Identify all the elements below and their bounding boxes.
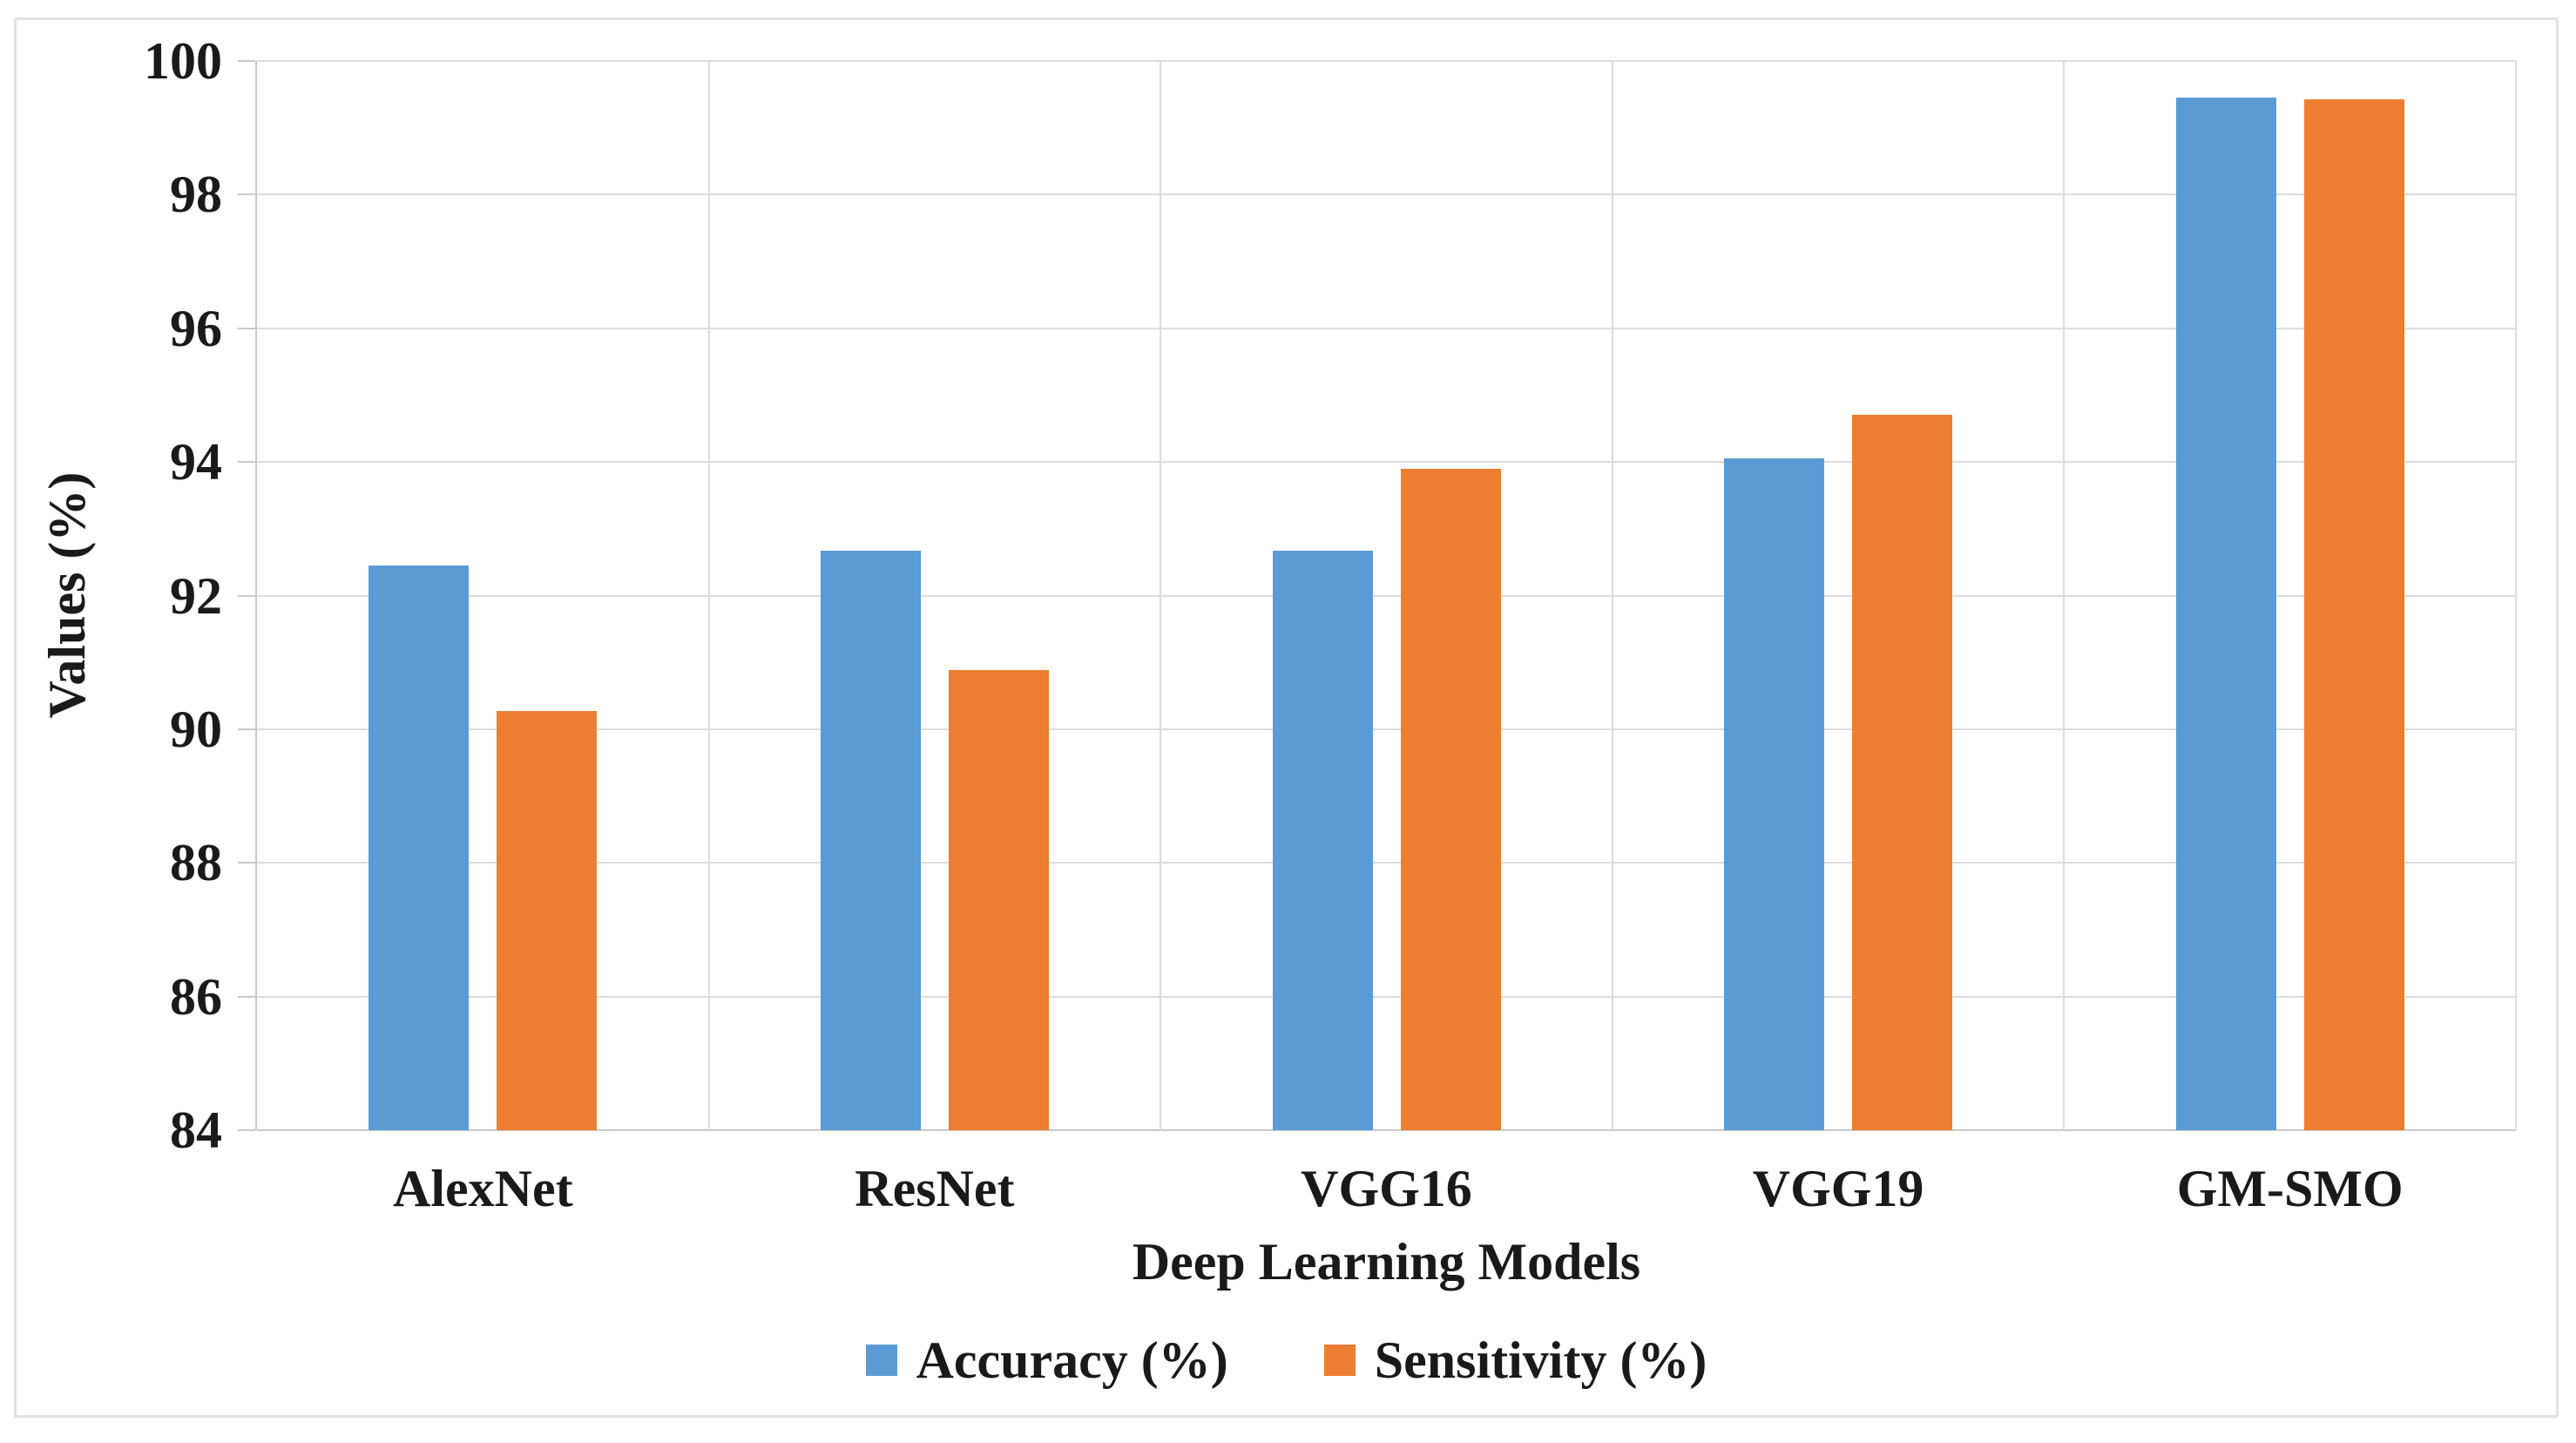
gridline-horizontal <box>257 862 2516 864</box>
y-axis-tick <box>238 728 255 730</box>
y-tick-label: 92 <box>170 566 222 625</box>
x-category-label: GM-SMO <box>2176 1160 2404 1217</box>
y-axis-tick <box>238 60 255 62</box>
legend-item: Sensitivity (%) <box>1323 1329 1707 1392</box>
x-category-label: AlexNet <box>393 1160 573 1217</box>
y-axis-tick <box>238 327 255 329</box>
bar-accuracy-gm-smo <box>2175 98 2276 1130</box>
gridline-horizontal <box>257 594 2516 597</box>
plot-area: 84 86 88 90 92 94 96 98 100 <box>144 35 2517 1156</box>
y-axis-tick <box>238 193 255 196</box>
gridline-vertical <box>707 61 710 1130</box>
gridline-vertical <box>2063 61 2066 1130</box>
gridline-horizontal <box>257 995 2516 998</box>
y-axis-tick <box>238 862 255 864</box>
figure-border: Values (%) 84 86 88 90 92 94 96 98 100 AlexNet Re… <box>14 17 2559 1418</box>
y-axis-tick <box>238 594 255 597</box>
x-axis-baseline <box>257 1129 2516 1131</box>
y-axis-tick <box>238 1129 255 1131</box>
bar-sensitivity-alexnet <box>497 711 598 1130</box>
gridline-horizontal <box>257 60 2516 62</box>
gridline-vertical <box>1160 61 1162 1130</box>
bar-sensitivity-vgg19 <box>1852 415 1953 1130</box>
x-category-label: VGG16 <box>1301 1160 1472 1217</box>
x-category-label: ResNet <box>855 1160 1015 1217</box>
x-axis-category-labels: AlexNet ResNet VGG16 VGG19 GM-SMO <box>257 1158 2516 1219</box>
bar-sensitivity-resnet <box>948 670 1049 1130</box>
legend-swatch-accuracy <box>865 1345 897 1376</box>
legend-swatch-sensitivity <box>1323 1345 1356 1376</box>
gridline-horizontal <box>257 461 2516 464</box>
legend-label: Sensitivity (%) <box>1374 1331 1707 1389</box>
bar-accuracy-vgg19 <box>1724 458 1825 1130</box>
gridline-horizontal <box>257 327 2516 329</box>
bar-sensitivity-vgg16 <box>1400 469 1501 1130</box>
gridline-horizontal <box>257 728 2516 730</box>
y-tick-label: 96 <box>170 299 222 357</box>
bar-sensitivity-gm-smo <box>2303 99 2404 1130</box>
y-tick-label: 100 <box>144 32 222 90</box>
y-tick-label: 84 <box>170 1101 222 1159</box>
y-tick-label: 90 <box>170 700 222 758</box>
y-tick-label: 98 <box>170 166 222 224</box>
bar-accuracy-alexnet <box>368 566 470 1130</box>
gridline-vertical <box>2515 61 2517 1130</box>
gridline-vertical <box>1611 61 1613 1130</box>
y-tick-label: 86 <box>170 967 222 1026</box>
legend-item: Accuracy (%) <box>865 1329 1228 1392</box>
y-axis-tick <box>238 995 255 998</box>
x-axis-title: Deep Learning Models <box>1132 1233 1641 1291</box>
bar-accuracy-resnet <box>820 551 921 1130</box>
chart-legend: Accuracy (%) Sensitivity (%) <box>17 1329 2556 1392</box>
y-tick-label: 88 <box>170 834 222 892</box>
gridline-horizontal <box>257 193 2516 196</box>
legend-label: Accuracy (%) <box>916 1331 1228 1389</box>
y-tick-label: 94 <box>170 433 222 491</box>
y-axis-tick <box>238 461 255 464</box>
x-category-label: VGG19 <box>1752 1160 1924 1217</box>
y-axis-line <box>255 61 257 1130</box>
bar-accuracy-vgg16 <box>1272 551 1373 1130</box>
